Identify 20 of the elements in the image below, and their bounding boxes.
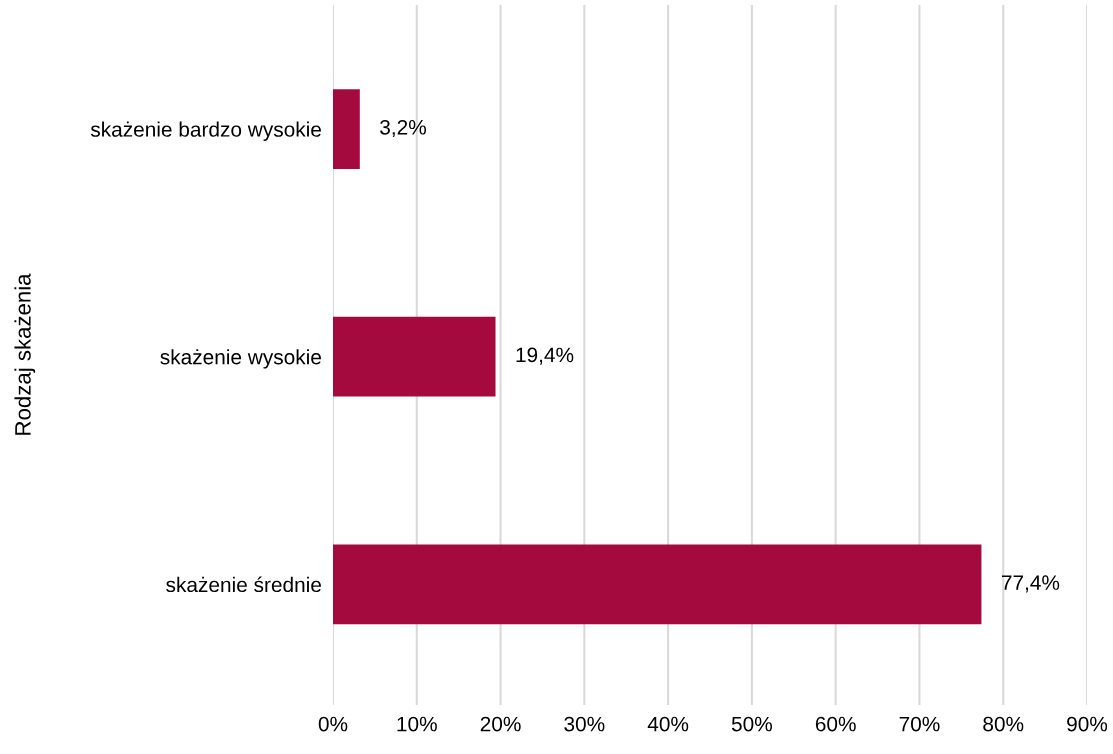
- x-tick-label: 90%: [1067, 716, 1108, 732]
- y-tick-label: skażenie wysokie: [160, 349, 321, 369]
- x-tick-label: 0%: [318, 716, 348, 732]
- bar: [333, 316, 496, 397]
- data-label: 3,2%: [380, 119, 426, 138]
- x-tick-label: 30%: [564, 716, 605, 732]
- x-tick-label: 50%: [731, 716, 772, 732]
- y-tick-label: skażenie bardzo wysokie: [90, 121, 321, 141]
- x-tick-label: 10%: [397, 716, 437, 732]
- x-tick-label: 80%: [983, 716, 1024, 732]
- y-tick-label: skażenie średnie: [166, 576, 321, 593]
- x-tick-label: 20%: [480, 716, 521, 732]
- x-tick-label: 60%: [815, 716, 856, 732]
- bar: [333, 544, 982, 625]
- bar: [333, 89, 360, 169]
- data-label: 19,4%: [516, 347, 574, 365]
- y-axis-title: Rodzaj skażenia: [14, 273, 36, 435]
- data-label: 77,4%: [1001, 575, 1060, 593]
- x-tick-label: 70%: [899, 716, 940, 732]
- x-tick-label: 40%: [647, 716, 689, 732]
